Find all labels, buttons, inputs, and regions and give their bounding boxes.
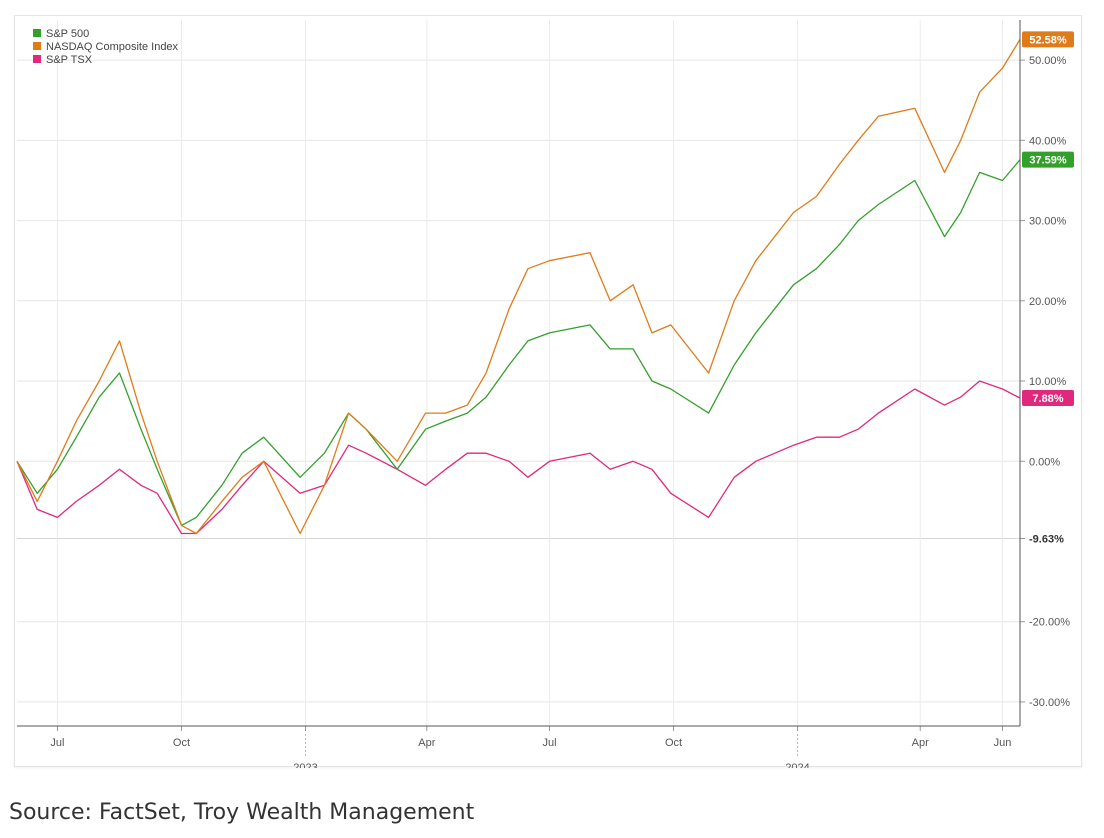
y-tick-label: 20.00% <box>1029 296 1067 308</box>
end-value-badge <box>1022 31 1074 48</box>
legend-label: S&P TSX <box>46 54 93 66</box>
series-line-nasdaq-composite-index <box>16 39 1021 535</box>
end-value-badge <box>1022 151 1074 168</box>
x-tick-label: 2023 <box>293 762 317 768</box>
end-value-label: 7.88% <box>1032 393 1063 405</box>
series-line-s-p-500 <box>16 159 1021 527</box>
y-tick-label: 40.00% <box>1029 135 1067 147</box>
end-value-label: 52.58% <box>1029 34 1067 46</box>
x-tick-label: 2024 <box>785 762 809 768</box>
reference-line-label: -9.63% <box>1029 534 1064 546</box>
x-tick-label: Oct <box>173 737 190 749</box>
y-tick-label: 0.00% <box>1029 456 1060 468</box>
end-value-badge <box>1022 390 1074 407</box>
legend-swatch <box>33 42 41 50</box>
series-line-s-p-tsx <box>16 380 1021 535</box>
end-value-badges: 37.59% 52.58% 7.88% <box>1022 31 1074 407</box>
x-tick-label: Apr <box>912 737 929 749</box>
y-tick-label: -30.00% <box>1029 697 1070 709</box>
y-tick-label: -20.00% <box>1029 617 1070 629</box>
line-chart: 50.00% 40.00% 30.00% 20.00% 10.00% 0.00% -20.0… <box>16 20 1074 768</box>
x-tick-label: Jul <box>50 737 64 749</box>
y-tick-label: 10.00% <box>1029 376 1067 388</box>
x-tick-label: Oct <box>665 737 682 749</box>
x-tick-label: Apr <box>418 737 435 749</box>
y-tick-label: 30.00% <box>1029 216 1067 228</box>
x-tick-label: Jul <box>542 737 556 749</box>
x-tick-label: Jun <box>994 737 1012 749</box>
gridlines <box>17 20 1020 726</box>
axes: 50.00% 40.00% 30.00% 20.00% 10.00% 0.00% -20.0… <box>17 20 1070 768</box>
legend-label: S&P 500 <box>46 28 89 40</box>
legend-label: NASDAQ Composite Index <box>46 41 179 53</box>
legend-swatch <box>33 55 41 63</box>
source-caption: Source: FactSet, Troy Wealth Management <box>9 800 475 825</box>
legend-swatch <box>33 29 41 37</box>
y-tick-label: 50.00% <box>1029 55 1067 67</box>
end-value-label: 37.59% <box>1029 155 1067 167</box>
series-lines <box>16 39 1021 535</box>
chart-panel: 50.00% 40.00% 30.00% 20.00% 10.00% 0.00% -20.0… <box>14 15 1082 768</box>
